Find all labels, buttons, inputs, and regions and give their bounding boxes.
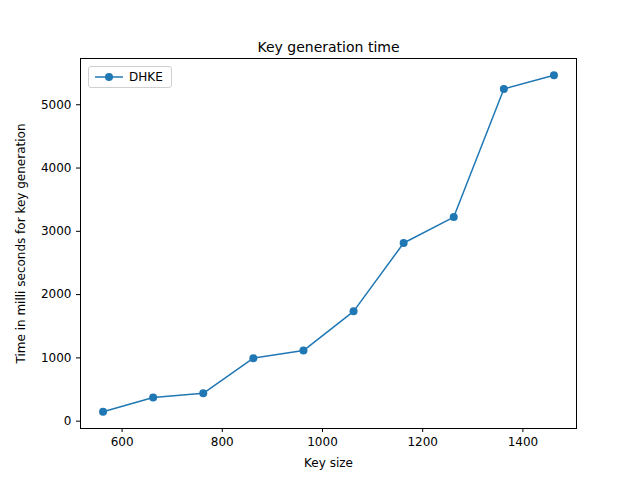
- html-text:DHKE: DHKE: [129, 70, 163, 84]
- svg-text:1000: 1000: [41, 351, 72, 365]
- svg-text:1400: 1400: [508, 435, 539, 449]
- svg-text:3000: 3000: [41, 224, 72, 238]
- svg-text:0: 0: [64, 414, 72, 428]
- svg-text:800: 800: [211, 435, 234, 449]
- svg-text:5000: 5000: [41, 98, 72, 112]
- svg-text:1000: 1000: [307, 435, 338, 449]
- svg-text:Time in milli seconds for key: Time in milli seconds for key generation: [14, 123, 28, 364]
- svg-text:2000: 2000: [41, 287, 72, 301]
- svg-text:Key size: Key size: [304, 456, 353, 470]
- svg-text:4000: 4000: [41, 161, 72, 175]
- svg-text:Key generation time: Key generation time: [257, 39, 399, 55]
- svg-text:1200: 1200: [407, 435, 438, 449]
- svg-text:600: 600: [111, 435, 134, 449]
